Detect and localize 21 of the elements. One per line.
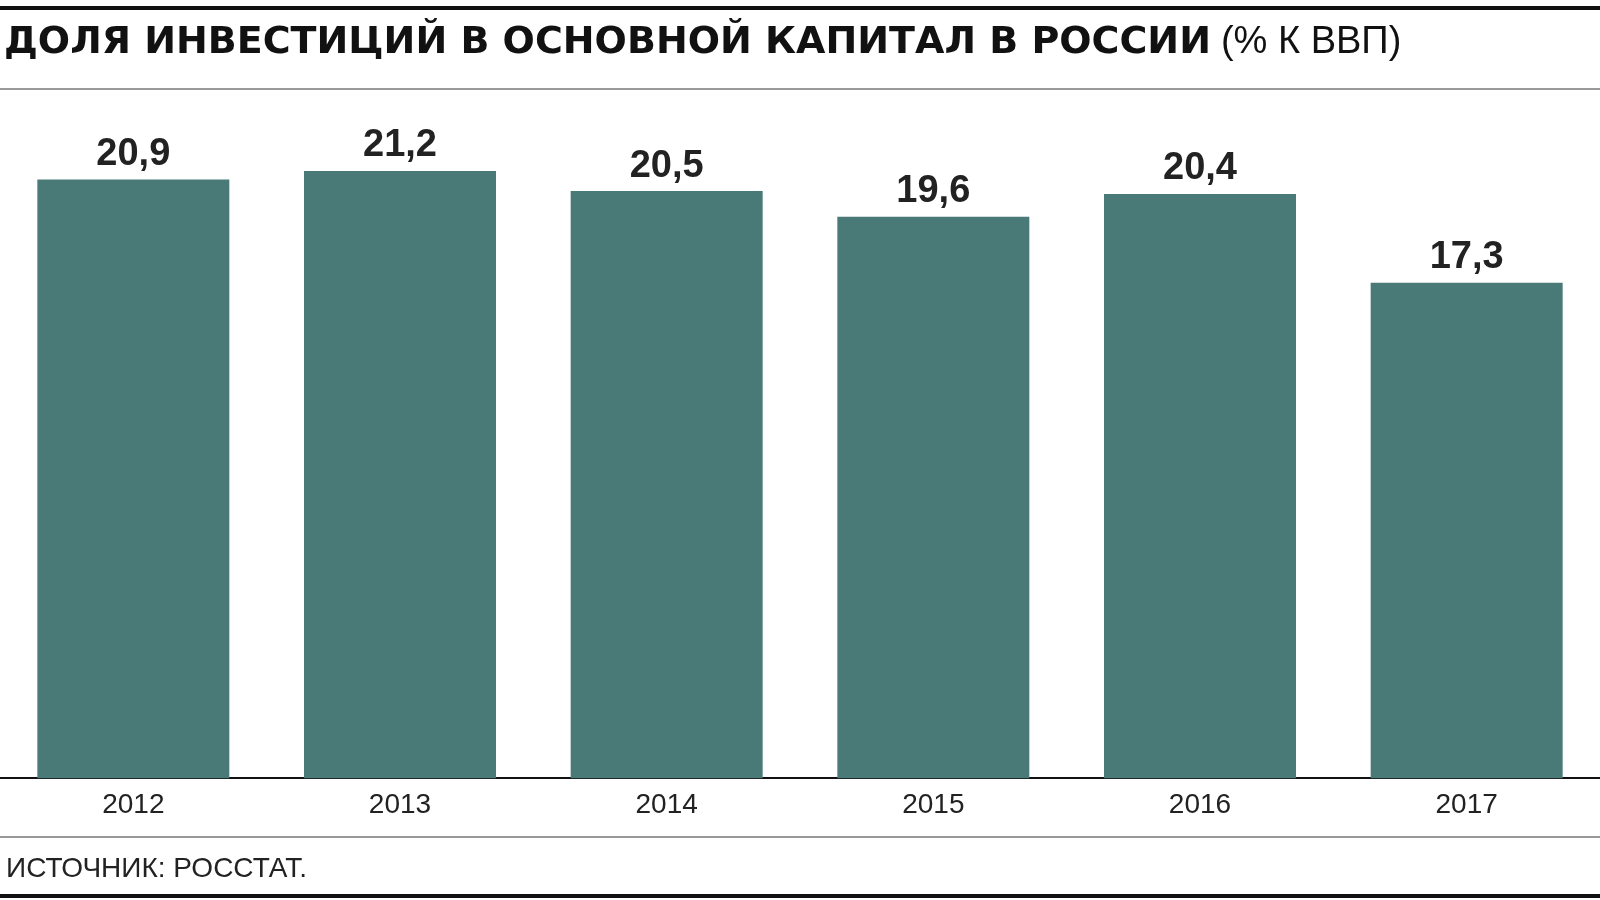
- bar: [1104, 193, 1296, 779]
- x-tick-label: 2015: [902, 787, 965, 819]
- data-label: 17,3: [1429, 234, 1504, 277]
- data-label: 19,6: [896, 168, 971, 211]
- bar: [1370, 282, 1563, 779]
- bar: [37, 179, 230, 779]
- data-label: 20,9: [96, 131, 171, 174]
- chart-title: ДОЛЯ ИНВЕСТИЦИЙ В ОСНОВНОЙ КАПИТАЛ В РОССИИ: [4, 18, 1211, 62]
- x-tick-label: 2016: [1168, 787, 1232, 819]
- x-tick-label: 2013: [368, 787, 432, 819]
- x-tick-label: 2012: [102, 787, 165, 819]
- text: ИСТОЧНИК: РОССТАТ.: [6, 852, 308, 884]
- x-tick-label: 2017: [1435, 787, 1498, 819]
- x-tick-label: 2014: [635, 787, 698, 819]
- bar: [570, 191, 763, 779]
- data-label: 20,4: [1163, 145, 1237, 188]
- bar: [304, 170, 496, 779]
- bar: [837, 216, 1030, 779]
- chart-subtitle: (% К ВВП): [1220, 19, 1402, 61]
- data-label: 21,2: [363, 122, 437, 165]
- data-label: 20,5: [629, 142, 704, 185]
